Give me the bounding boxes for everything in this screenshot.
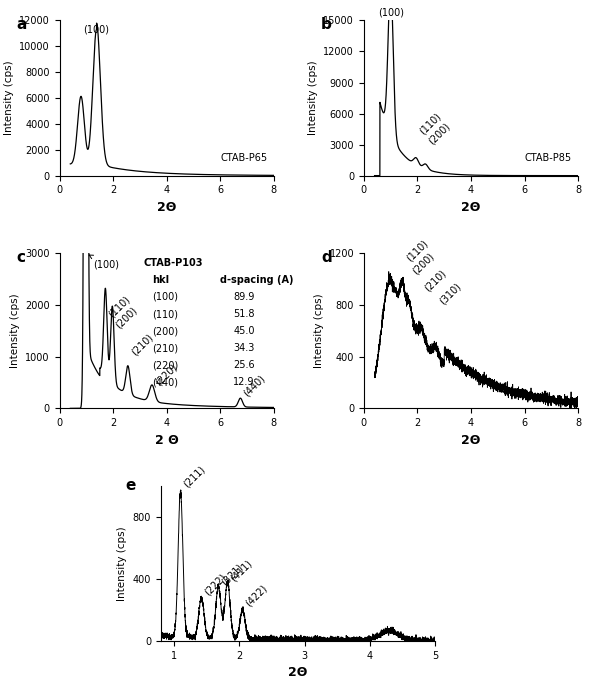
Text: 25.6: 25.6 [233, 360, 254, 370]
Text: (210): (210) [129, 332, 155, 357]
Text: 89.9: 89.9 [233, 292, 254, 302]
Text: a: a [17, 17, 27, 32]
Text: d-spacing (A): d-spacing (A) [221, 275, 294, 285]
Text: (100): (100) [152, 292, 178, 302]
Text: 12.9: 12.9 [233, 377, 254, 387]
Text: (440): (440) [242, 372, 267, 398]
X-axis label: 2Θ: 2Θ [461, 201, 481, 214]
Text: (100): (100) [378, 8, 403, 17]
Text: (310): (310) [437, 281, 463, 306]
Text: 34.3: 34.3 [233, 343, 254, 353]
X-axis label: 2Θ: 2Θ [461, 434, 481, 447]
Text: (110): (110) [404, 238, 430, 263]
Y-axis label: Intensity (cps): Intensity (cps) [10, 293, 20, 368]
Text: (110): (110) [417, 111, 443, 137]
Text: CTAB-P65: CTAB-P65 [221, 153, 268, 163]
Text: (321): (321) [220, 562, 245, 588]
Text: (210): (210) [423, 268, 448, 293]
Text: 45.0: 45.0 [233, 326, 254, 336]
Y-axis label: Intensity (cps): Intensity (cps) [314, 293, 324, 368]
Text: CTAB-P85: CTAB-P85 [524, 153, 572, 163]
Text: (100): (100) [83, 25, 110, 35]
Text: (200): (200) [152, 326, 178, 336]
Text: (422): (422) [244, 583, 269, 608]
Text: hkl: hkl [152, 275, 169, 285]
Y-axis label: Intensity (cps): Intensity (cps) [308, 61, 318, 135]
Y-axis label: Intensity (cps): Intensity (cps) [117, 527, 128, 601]
Text: b: b [321, 17, 332, 32]
Text: CTAB-P103: CTAB-P103 [144, 258, 203, 268]
Text: (220): (220) [152, 360, 178, 370]
Text: (110): (110) [107, 293, 132, 319]
Text: (210): (210) [152, 343, 178, 353]
Text: (110): (110) [152, 309, 178, 319]
Text: (100): (100) [89, 255, 119, 269]
Text: (200): (200) [411, 251, 436, 276]
X-axis label: 2Θ: 2Θ [288, 666, 308, 679]
Text: (220): (220) [153, 361, 179, 387]
Y-axis label: Intensity (cps): Intensity (cps) [4, 61, 14, 135]
X-axis label: 2Θ: 2Θ [157, 201, 176, 214]
Text: 51.8: 51.8 [233, 309, 254, 319]
Text: (211): (211) [182, 464, 207, 490]
Text: (222): (222) [203, 571, 228, 597]
Text: c: c [17, 250, 26, 265]
Text: d: d [321, 250, 332, 265]
X-axis label: 2 Θ: 2 Θ [155, 434, 179, 447]
Text: e: e [125, 478, 136, 493]
Text: (411): (411) [229, 557, 254, 583]
Text: (440): (440) [152, 377, 178, 387]
Text: (200): (200) [114, 305, 139, 330]
Text: (200): (200) [427, 121, 452, 146]
